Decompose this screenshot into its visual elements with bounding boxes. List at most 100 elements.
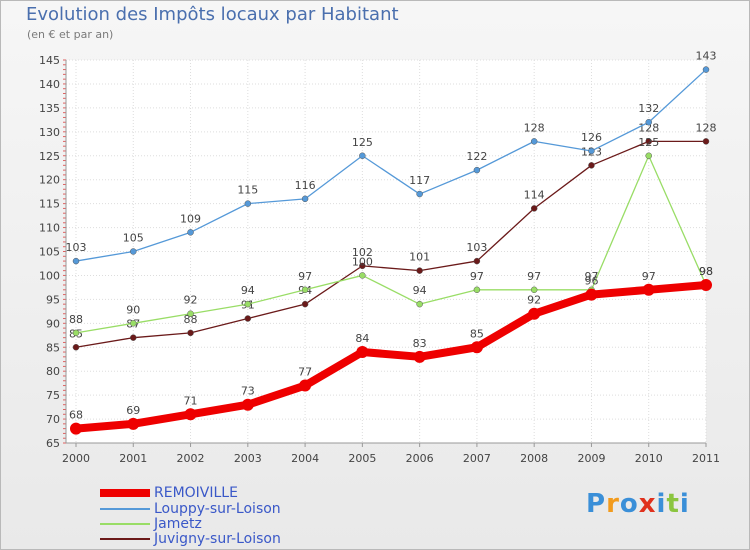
data-point bbox=[530, 138, 538, 145]
data-label: 98 bbox=[699, 265, 713, 278]
data-point bbox=[416, 300, 423, 308]
data-point bbox=[244, 315, 252, 322]
data-point bbox=[416, 190, 423, 198]
data-label: 88 bbox=[184, 313, 198, 326]
data-label: 125 bbox=[352, 136, 373, 149]
data-point bbox=[187, 229, 194, 236]
data-point bbox=[187, 329, 194, 337]
y-tick-label: 125 bbox=[39, 150, 60, 163]
y-tick-label: 85 bbox=[46, 341, 60, 354]
x-tick-label: 2006 bbox=[406, 452, 434, 465]
data-point bbox=[130, 248, 137, 255]
data-point bbox=[413, 350, 426, 363]
x-tick-label: 2005 bbox=[348, 452, 376, 465]
data-label: 92 bbox=[184, 294, 198, 307]
data-label: 128 bbox=[696, 121, 717, 134]
data-point bbox=[473, 286, 481, 294]
data-point bbox=[70, 422, 82, 435]
legend-label: Louppy-sur-Loison bbox=[154, 500, 281, 517]
proxiti-logo: Proxiti bbox=[586, 489, 690, 519]
data-point bbox=[184, 408, 197, 421]
data-label: 98 bbox=[699, 265, 713, 278]
data-label: 116 bbox=[295, 179, 316, 192]
data-label: 132 bbox=[638, 102, 659, 115]
data-point bbox=[241, 398, 254, 411]
x-tick-label: 2010 bbox=[635, 452, 663, 465]
y-tick-label: 110 bbox=[39, 222, 60, 235]
data-label: 109 bbox=[180, 212, 201, 225]
x-tick-label: 2001 bbox=[119, 452, 147, 465]
data-label: 77 bbox=[298, 366, 312, 379]
logo-letter: x bbox=[638, 489, 657, 519]
data-label: 125 bbox=[638, 136, 659, 149]
data-label: 68 bbox=[69, 409, 83, 422]
legend-swatch bbox=[100, 537, 150, 540]
data-point bbox=[645, 138, 652, 145]
data-label: 90 bbox=[126, 303, 140, 316]
x-tick-label: 2011 bbox=[692, 452, 720, 465]
x-tick-label: 2003 bbox=[234, 452, 262, 465]
data-point bbox=[645, 152, 652, 159]
plot-area bbox=[66, 60, 706, 443]
data-label: 71 bbox=[184, 394, 198, 407]
data-point bbox=[645, 118, 652, 126]
y-tick-label: 105 bbox=[39, 246, 60, 259]
data-label: 102 bbox=[352, 246, 373, 259]
legend-swatch bbox=[100, 488, 150, 497]
data-label: 88 bbox=[69, 313, 83, 326]
data-point bbox=[359, 262, 366, 270]
logo-letter: o bbox=[619, 489, 639, 519]
data-label: 97 bbox=[298, 270, 312, 283]
legend-item: Louppy-sur-Loison bbox=[100, 500, 281, 517]
data-point bbox=[72, 344, 80, 351]
series-line bbox=[75, 281, 707, 433]
y-tick-label: 140 bbox=[39, 78, 60, 91]
data-label: 83 bbox=[413, 337, 427, 350]
data-point bbox=[528, 307, 541, 320]
data-label: 96 bbox=[584, 275, 598, 288]
data-point bbox=[642, 283, 655, 296]
data-label: 94 bbox=[413, 284, 427, 297]
x-tick-label: 2009 bbox=[577, 452, 605, 465]
data-label: 128 bbox=[524, 121, 545, 134]
data-point bbox=[127, 417, 140, 430]
y-tick-label: 115 bbox=[39, 198, 60, 211]
legend-item: Juvigny-sur-Loison bbox=[100, 530, 281, 547]
series-line bbox=[75, 69, 707, 262]
legend-swatch bbox=[100, 507, 150, 510]
data-label: 105 bbox=[123, 232, 144, 245]
chart-subtitle: (en € et par an) bbox=[27, 28, 114, 41]
data-label: 97 bbox=[584, 270, 598, 283]
y-tick-label: 90 bbox=[46, 317, 60, 330]
data-point bbox=[473, 257, 481, 265]
logo-letter: r bbox=[606, 489, 620, 519]
logo-letter: P bbox=[586, 489, 607, 519]
data-point bbox=[301, 286, 309, 294]
series-line bbox=[75, 155, 707, 334]
data-point bbox=[473, 166, 481, 174]
data-label: 92 bbox=[527, 294, 541, 307]
y-tick-label: 145 bbox=[39, 54, 60, 67]
y-tick-label: 95 bbox=[46, 293, 60, 306]
legend-swatch bbox=[100, 522, 150, 525]
data-label: 84 bbox=[355, 332, 369, 345]
data-point bbox=[585, 288, 598, 301]
data-point bbox=[130, 320, 137, 327]
data-point bbox=[244, 300, 252, 308]
data-label: 100 bbox=[352, 255, 373, 268]
data-point bbox=[301, 300, 309, 308]
x-tick-label: 2007 bbox=[463, 452, 491, 465]
x-tick-label: 2002 bbox=[177, 452, 205, 465]
data-point bbox=[72, 257, 80, 265]
data-point bbox=[416, 267, 423, 274]
legend-label: Juvigny-sur-Loison bbox=[154, 530, 281, 547]
data-label: 115 bbox=[237, 184, 258, 197]
legend-item: Jametz bbox=[100, 516, 202, 532]
data-label: 97 bbox=[470, 270, 484, 283]
data-point bbox=[299, 379, 312, 392]
y-tick-label: 75 bbox=[46, 389, 60, 402]
data-point bbox=[588, 147, 595, 155]
data-point bbox=[244, 200, 252, 207]
data-label: 143 bbox=[696, 50, 717, 63]
